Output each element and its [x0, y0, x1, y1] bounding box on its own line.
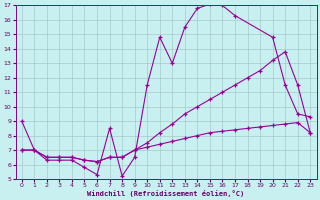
X-axis label: Windchill (Refroidissement éolien,°C): Windchill (Refroidissement éolien,°C): [87, 190, 245, 197]
